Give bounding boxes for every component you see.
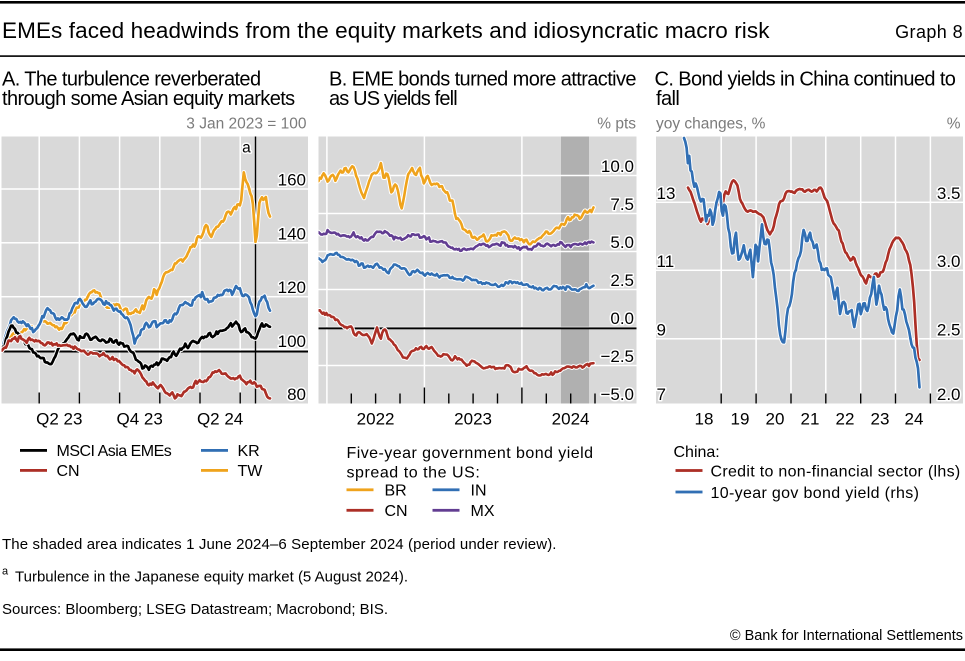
svg-text:21: 21 xyxy=(801,410,820,429)
svg-text:2022: 2022 xyxy=(357,410,395,429)
svg-text:Five-year government bond yiel: Five-year government bond yield xyxy=(347,445,594,462)
svg-text:BR: BR xyxy=(385,483,407,500)
svg-text:2.5: 2.5 xyxy=(937,320,961,339)
svg-text:140: 140 xyxy=(278,224,306,243)
svg-text:80: 80 xyxy=(287,385,306,404)
svg-text:0.0: 0.0 xyxy=(610,309,634,328)
svg-text:a: a xyxy=(242,140,251,157)
svg-text:3 Jan 2023 = 100: 3 Jan 2023 = 100 xyxy=(186,116,307,133)
svg-text:as US yields fell: as US yields fell xyxy=(329,88,457,110)
svg-text:The shaded area indicates 1 Ju: The shaded area indicates 1 June 2024–6 … xyxy=(2,536,557,553)
svg-text:3.5: 3.5 xyxy=(937,184,961,203)
svg-text:%: % xyxy=(947,116,961,133)
svg-text:Graph 8: Graph 8 xyxy=(895,22,963,42)
svg-text:2023: 2023 xyxy=(454,410,492,429)
svg-text:Turbulence in the Japanese equ: Turbulence in the Japanese equity market… xyxy=(15,569,408,586)
svg-text:160: 160 xyxy=(278,171,306,190)
svg-text:−2.5: −2.5 xyxy=(600,347,634,366)
svg-text:MSCI Asia EMEs: MSCI Asia EMEs xyxy=(57,443,172,460)
svg-text:MX: MX xyxy=(471,503,495,520)
svg-text:2.0: 2.0 xyxy=(937,385,961,404)
svg-text:3.0: 3.0 xyxy=(937,252,961,271)
svg-text:100: 100 xyxy=(278,332,306,351)
svg-text:11: 11 xyxy=(657,252,675,271)
svg-text:20: 20 xyxy=(766,410,785,429)
svg-text:10.0: 10.0 xyxy=(601,157,634,176)
svg-text:KR: KR xyxy=(238,443,260,460)
svg-text:120: 120 xyxy=(278,278,306,297)
svg-text:13: 13 xyxy=(657,184,676,203)
svg-text:24: 24 xyxy=(905,410,924,429)
svg-text:C. Bond yields in China contin: C. Bond yields in China continued to xyxy=(655,69,956,91)
svg-text:Sources: Bloomberg; LSEG Datas: Sources: Bloomberg; LSEG Datastream; Mac… xyxy=(2,601,388,618)
svg-text:© Bank for International Settl: © Bank for International Settlements xyxy=(730,628,963,644)
svg-text:5.0: 5.0 xyxy=(610,233,634,252)
svg-text:CN: CN xyxy=(385,503,408,520)
svg-text:19: 19 xyxy=(731,410,750,429)
svg-text:A. The turbulence reverberated: A. The turbulence reverberated xyxy=(2,69,260,91)
svg-text:23: 23 xyxy=(871,410,890,429)
svg-text:EMEs faced headwinds from the: EMEs faced headwinds from the equity mar… xyxy=(2,18,770,43)
svg-text:7: 7 xyxy=(657,385,666,404)
svg-text:spread to the US:: spread to the US: xyxy=(347,465,481,482)
svg-text:−5.0: −5.0 xyxy=(600,385,634,404)
svg-text:TW: TW xyxy=(238,463,264,480)
svg-text:% pts: % pts xyxy=(597,116,636,133)
svg-text:2.5: 2.5 xyxy=(610,271,634,290)
svg-text:18: 18 xyxy=(695,410,714,429)
svg-text:China:: China: xyxy=(674,444,720,461)
svg-text:7.5: 7.5 xyxy=(610,195,634,214)
svg-text:a: a xyxy=(2,566,9,578)
svg-text:22: 22 xyxy=(836,410,855,429)
svg-text:through some Asian equity mark: through some Asian equity markets xyxy=(2,88,295,110)
svg-text:Q2 23: Q2 23 xyxy=(36,410,82,429)
svg-text:B. EME bonds turned more attra: B. EME bonds turned more attractive xyxy=(329,69,636,91)
svg-text:Q4 23: Q4 23 xyxy=(117,410,163,429)
svg-text:yoy changes, %: yoy changes, % xyxy=(656,116,766,133)
svg-text:CN: CN xyxy=(57,463,80,480)
svg-text:IN: IN xyxy=(471,483,487,500)
svg-text:9: 9 xyxy=(657,320,666,339)
svg-text:fall: fall xyxy=(656,88,679,110)
svg-text:10-year gov bond yield (rhs): 10-year gov bond yield (rhs) xyxy=(711,485,920,502)
svg-text:Q2 24: Q2 24 xyxy=(197,410,243,429)
svg-text:2024: 2024 xyxy=(552,410,590,429)
svg-text:Credit to non-financial sector: Credit to non-financial sector (lhs) xyxy=(711,464,961,481)
